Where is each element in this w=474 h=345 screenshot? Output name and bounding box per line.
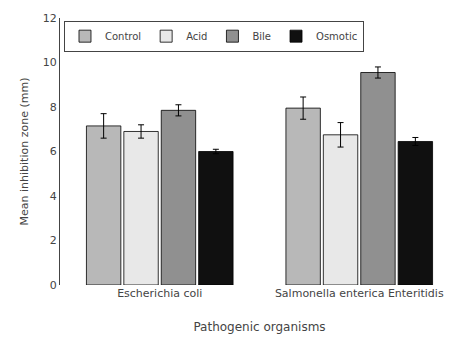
- svg-text:Escherichia coli: Escherichia coli: [117, 287, 202, 300]
- svg-text:4: 4: [50, 190, 57, 203]
- svg-text:12: 12: [43, 12, 57, 25]
- svg-text:2: 2: [50, 234, 57, 247]
- svg-text:Acid: Acid: [186, 31, 207, 42]
- svg-text:6: 6: [50, 145, 57, 158]
- svg-text:Mean inhibition zone (mm): Mean inhibition zone (mm): [18, 78, 31, 226]
- svg-text:10: 10: [43, 56, 57, 69]
- svg-text:Control: Control: [105, 31, 141, 42]
- svg-text:Salmonella enterica Enteritidi: Salmonella enterica Enteritidis: [275, 287, 444, 300]
- svg-text:0: 0: [50, 279, 57, 292]
- svg-text:Pathogenic organisms: Pathogenic organisms: [193, 320, 325, 334]
- svg-text:8: 8: [50, 101, 57, 114]
- svg-text:Osmotic: Osmotic: [316, 31, 357, 42]
- svg-text:Bile: Bile: [252, 31, 271, 42]
